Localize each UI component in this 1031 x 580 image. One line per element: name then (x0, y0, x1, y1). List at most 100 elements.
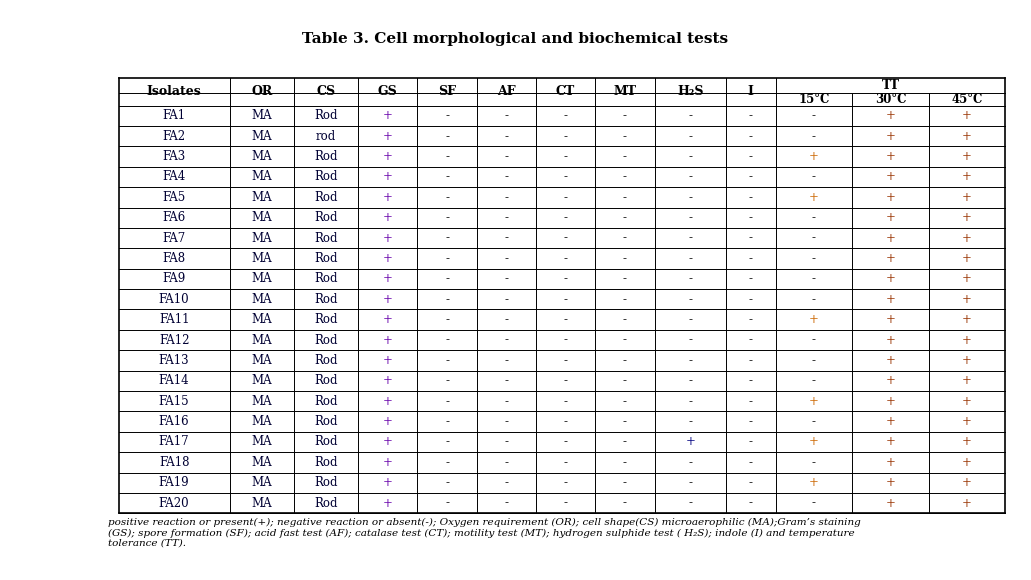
Text: -: - (504, 150, 508, 163)
Text: -: - (445, 334, 450, 346)
Text: MA: MA (252, 130, 272, 143)
Text: FA10: FA10 (159, 293, 190, 306)
Text: Rod: Rod (314, 293, 338, 306)
Text: +: + (383, 171, 393, 183)
Text: FA17: FA17 (159, 436, 190, 448)
Text: -: - (623, 171, 627, 183)
Text: -: - (564, 150, 568, 163)
Text: -: - (811, 130, 816, 143)
Text: -: - (689, 150, 693, 163)
Text: -: - (811, 374, 816, 387)
Text: +: + (886, 394, 895, 408)
Text: +: + (962, 109, 972, 122)
Text: Rod: Rod (314, 354, 338, 367)
Text: -: - (689, 374, 693, 387)
Text: -: - (623, 150, 627, 163)
Text: -: - (445, 436, 450, 448)
Text: -: - (749, 231, 753, 245)
Text: MA: MA (252, 456, 272, 469)
Text: Isolates: Isolates (146, 85, 201, 99)
Text: MA: MA (252, 394, 272, 408)
Text: -: - (749, 109, 753, 122)
Text: -: - (749, 273, 753, 285)
Text: -: - (564, 374, 568, 387)
Text: CS: CS (317, 85, 336, 99)
Text: -: - (749, 171, 753, 183)
Text: +: + (886, 415, 895, 428)
Text: -: - (749, 436, 753, 448)
Text: MA: MA (252, 354, 272, 367)
Text: -: - (623, 109, 627, 122)
Text: AF: AF (497, 85, 516, 99)
Text: FA18: FA18 (159, 456, 190, 469)
Text: +: + (886, 191, 895, 204)
Text: +: + (686, 436, 695, 448)
Text: -: - (564, 130, 568, 143)
Text: MA: MA (252, 273, 272, 285)
Text: -: - (689, 252, 693, 265)
Text: +: + (962, 334, 972, 346)
Text: -: - (689, 476, 693, 489)
Text: MA: MA (252, 415, 272, 428)
Text: +: + (383, 252, 393, 265)
Text: -: - (564, 252, 568, 265)
Text: 30°C: 30°C (874, 93, 906, 106)
Text: +: + (383, 415, 393, 428)
Text: +: + (809, 394, 819, 408)
Text: -: - (689, 130, 693, 143)
Text: -: - (749, 394, 753, 408)
Text: -: - (564, 354, 568, 367)
Text: +: + (962, 374, 972, 387)
Text: +: + (962, 273, 972, 285)
Text: -: - (445, 273, 450, 285)
Text: -: - (689, 415, 693, 428)
Text: -: - (445, 252, 450, 265)
Text: -: - (623, 313, 627, 326)
Text: -: - (445, 394, 450, 408)
Text: Rod: Rod (314, 231, 338, 245)
Text: +: + (886, 354, 895, 367)
Text: -: - (504, 415, 508, 428)
Text: -: - (504, 171, 508, 183)
Text: H₂S: H₂S (677, 85, 703, 99)
Text: +: + (383, 394, 393, 408)
Text: -: - (445, 476, 450, 489)
Text: FA11: FA11 (159, 313, 190, 326)
Text: -: - (564, 211, 568, 224)
Text: -: - (504, 252, 508, 265)
Text: -: - (689, 354, 693, 367)
Text: +: + (383, 496, 393, 510)
Text: Rod: Rod (314, 252, 338, 265)
Text: Rod: Rod (314, 374, 338, 387)
Text: -: - (689, 109, 693, 122)
Text: -: - (811, 354, 816, 367)
Text: +: + (383, 273, 393, 285)
Text: -: - (504, 496, 508, 510)
Text: +: + (886, 109, 895, 122)
Text: -: - (749, 150, 753, 163)
Text: FA13: FA13 (159, 354, 190, 367)
Text: -: - (623, 293, 627, 306)
Text: -: - (445, 496, 450, 510)
Text: I: I (747, 85, 754, 99)
Text: -: - (623, 394, 627, 408)
Text: Rod: Rod (314, 273, 338, 285)
Text: -: - (623, 231, 627, 245)
Text: -: - (623, 374, 627, 387)
Text: +: + (962, 171, 972, 183)
Text: -: - (689, 394, 693, 408)
Text: -: - (749, 293, 753, 306)
Text: +: + (886, 231, 895, 245)
Text: -: - (749, 334, 753, 346)
Text: -: - (445, 171, 450, 183)
Text: -: - (445, 415, 450, 428)
Text: -: - (564, 334, 568, 346)
Text: -: - (689, 334, 693, 346)
Text: Rod: Rod (314, 496, 338, 510)
Text: FA16: FA16 (159, 415, 190, 428)
Text: MA: MA (252, 334, 272, 346)
Text: -: - (623, 456, 627, 469)
Text: +: + (886, 252, 895, 265)
Text: -: - (445, 313, 450, 326)
Text: +: + (383, 211, 393, 224)
